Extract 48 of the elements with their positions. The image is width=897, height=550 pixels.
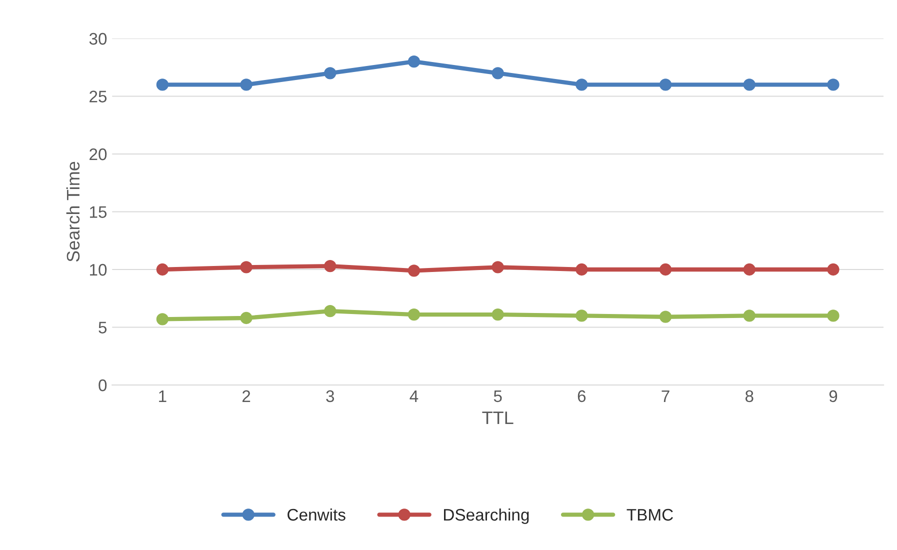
point xyxy=(659,78,672,91)
point xyxy=(576,263,588,276)
point xyxy=(156,263,169,276)
legend-label: Cenwits xyxy=(288,508,346,521)
x-tick-label: 1 xyxy=(159,390,166,402)
x-tick-label: 6 xyxy=(578,390,586,402)
point xyxy=(408,56,420,68)
x-tick-label: 4 xyxy=(410,390,418,402)
x-tick-label: 5 xyxy=(494,390,502,402)
point xyxy=(492,67,504,80)
y-tick-label: 5 xyxy=(98,322,107,334)
point xyxy=(156,313,169,326)
point xyxy=(492,308,504,321)
point xyxy=(408,308,420,321)
y-tick-label: 10 xyxy=(90,264,107,276)
y-axis-title: Search Time xyxy=(66,162,80,262)
y-tick-label: 0 xyxy=(98,379,107,392)
point xyxy=(240,261,252,274)
y-tick-label: 15 xyxy=(90,206,107,218)
x-tick-label: 3 xyxy=(326,390,334,402)
point xyxy=(827,310,840,322)
point xyxy=(743,310,756,322)
x-tick-label: 9 xyxy=(829,390,838,402)
point xyxy=(240,312,252,324)
point xyxy=(156,78,169,91)
y-tick-label: 30 xyxy=(89,32,107,45)
point xyxy=(659,263,672,276)
y-tick-label: 25 xyxy=(90,90,107,102)
legend-label: TBMC xyxy=(626,508,673,521)
point xyxy=(240,78,252,91)
point xyxy=(324,305,336,318)
point xyxy=(408,264,420,277)
point xyxy=(324,67,336,80)
point xyxy=(576,310,588,322)
point xyxy=(324,260,336,272)
x-tick-label: 7 xyxy=(662,390,670,402)
x-axis-title: TTL xyxy=(482,412,514,424)
y-tick-label: 20 xyxy=(90,148,107,160)
point xyxy=(492,261,504,274)
point xyxy=(659,310,672,323)
point xyxy=(743,78,756,91)
legend-label: DSearching xyxy=(444,508,529,524)
point xyxy=(827,263,840,276)
point xyxy=(743,263,756,276)
point xyxy=(576,78,588,91)
x-tick-label: 2 xyxy=(242,390,250,402)
x-tick-label: 8 xyxy=(745,390,754,402)
point xyxy=(827,78,840,91)
